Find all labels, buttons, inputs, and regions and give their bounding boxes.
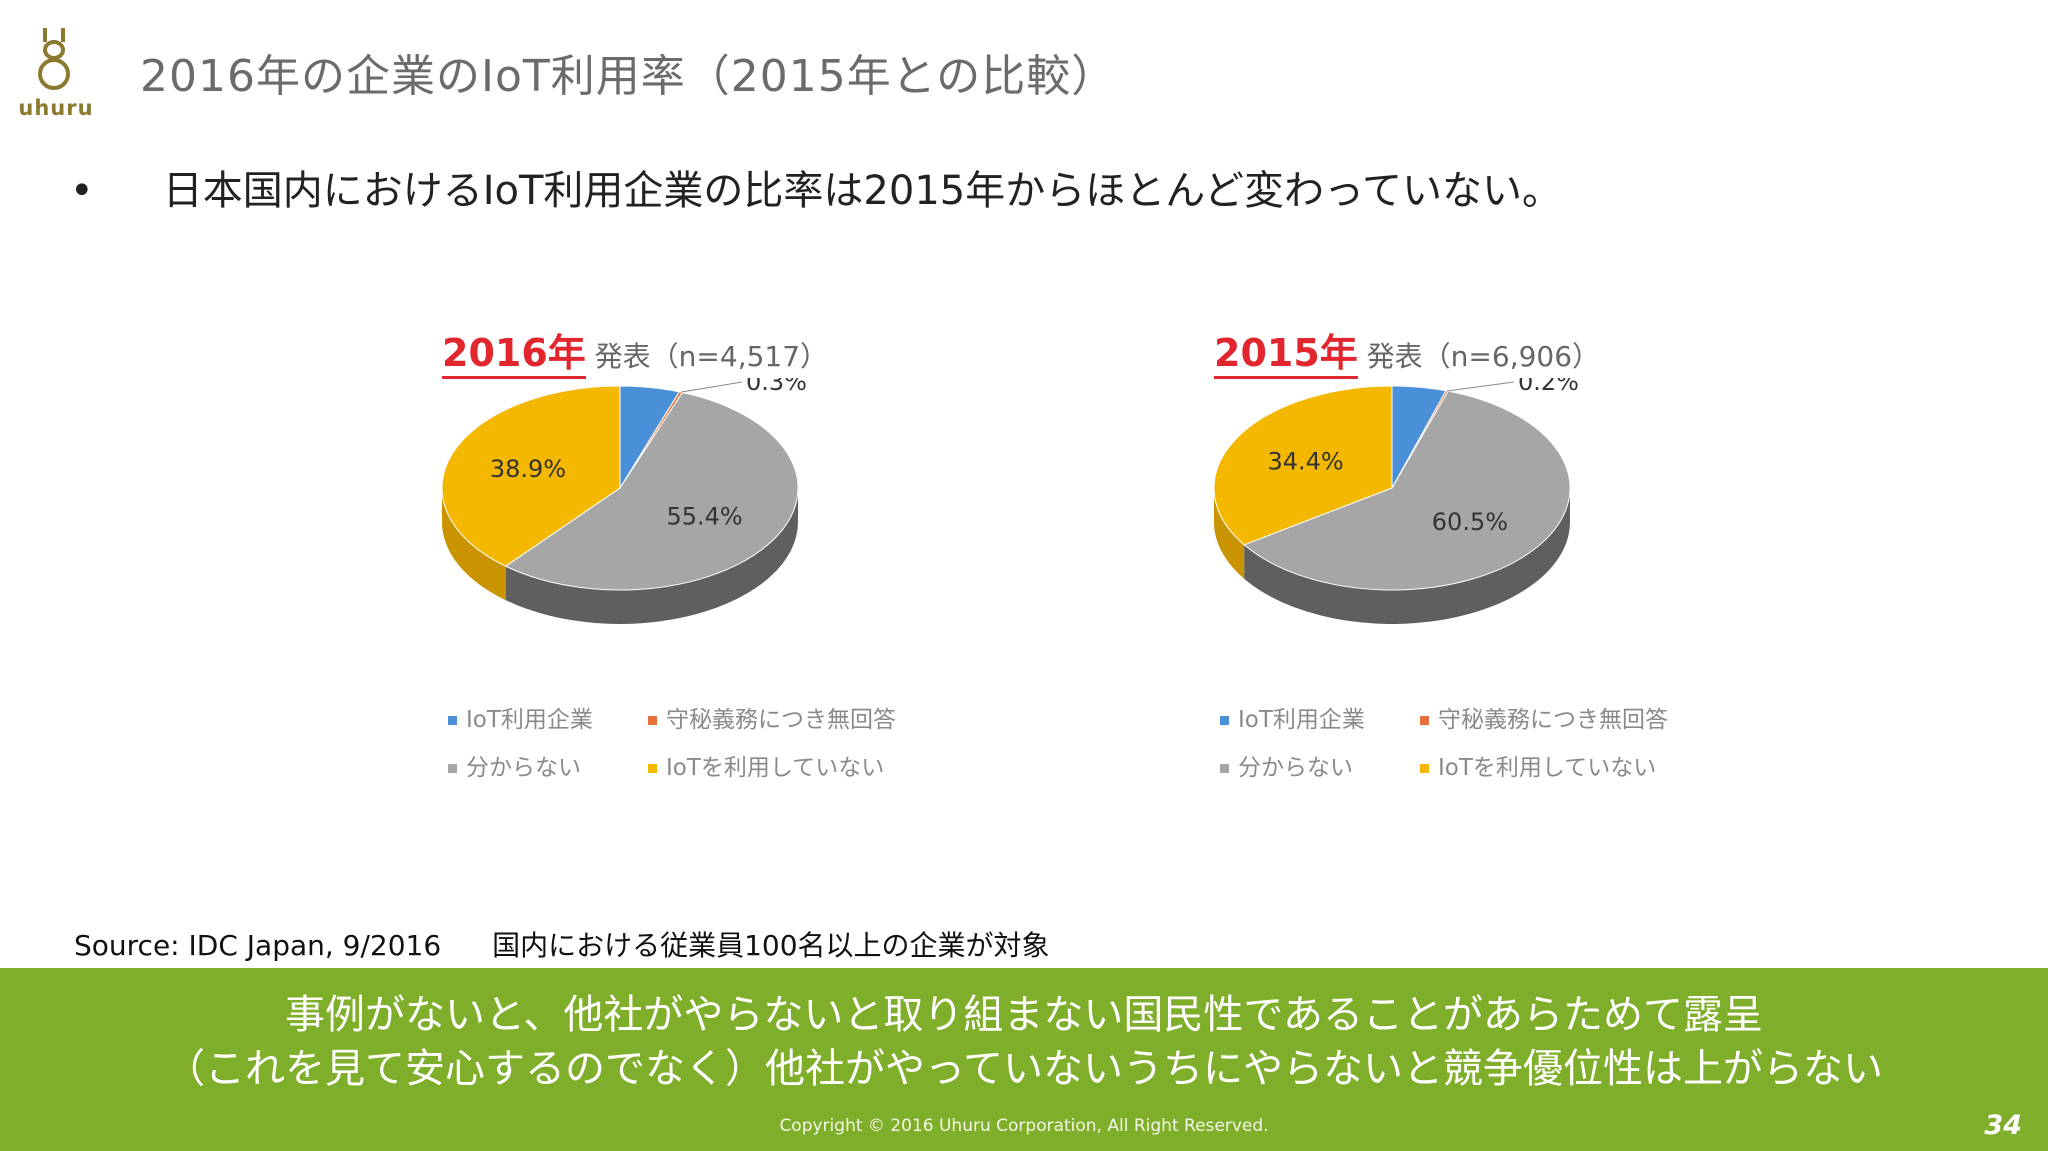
pie-side-unknown bbox=[505, 488, 798, 624]
bullet-text: 日本国内におけるIoT利用企業の比率は2015年からほとんど変わっていない。 bbox=[162, 168, 1563, 214]
pie-slice-unknown bbox=[1243, 390, 1571, 591]
data-label-unknown: 60.5% bbox=[1432, 508, 1508, 536]
data-label-no-answer: 0.3% bbox=[746, 378, 807, 396]
data-label-not-using: 38.9% bbox=[490, 455, 566, 483]
chart-title-2016: 2016年 発表（n=4,517） bbox=[442, 322, 829, 379]
pie-slice-unknown bbox=[504, 391, 799, 591]
data-label-unknown: 55.4% bbox=[666, 502, 742, 530]
chart-year-2015: 2015年 bbox=[1214, 331, 1358, 379]
copyright: Copyright © 2016 Uhuru Corporation, All … bbox=[779, 1116, 1269, 1136]
data-label-not-using: 34.4% bbox=[1267, 448, 1343, 476]
pie-slice-not-using bbox=[441, 385, 621, 567]
chart-title-rest-2015: 発表（n=6,906） bbox=[1366, 340, 1601, 373]
pie-side-unknown bbox=[1244, 488, 1570, 624]
pie-chart-2015: 4.9%0.2%60.5%34.4% bbox=[1213, 378, 1579, 624]
pie-chart-2015-panel: 2015年 発表（n=6,906） 4.9%0.2%60.5%34.4% IoT… bbox=[1208, 318, 1768, 798]
legend-item-no-answer: 守秘義務につき無回答 bbox=[1420, 700, 1668, 734]
chart-title-rest-2016: 発表（n=4,517） bbox=[594, 340, 829, 373]
logo-text: uhuru bbox=[18, 96, 94, 120]
legend-item-not-using: IoTを利用していない bbox=[1420, 748, 1656, 782]
pie-chart-2016-panel: 2016年 発表（n=4,517） 5.4%0.3%55.4%38.9% IoT… bbox=[436, 318, 996, 798]
page-number: 34 bbox=[1984, 1110, 2022, 1141]
pie-side-not-using bbox=[1214, 488, 1245, 579]
legend-item-unknown: 分からない bbox=[448, 748, 581, 782]
page-title: 2016年の企業のIoT利用率（2015年との比較） bbox=[140, 51, 1117, 102]
banner-line-1: 事例がないと、他社がやらないと取り組まない国民性であることがあらためて露呈 bbox=[285, 992, 1763, 1038]
legend-item-not-using: IoTを利用していない bbox=[648, 748, 884, 782]
uhuru-logo bbox=[14, 24, 94, 124]
source-scope-note: 国内における従業員100名以上の企業が対象 bbox=[492, 929, 1050, 962]
bullet-point: • 日本国内におけるIoT利用企業の比率は2015年からほとんど変わっていない。 bbox=[70, 158, 1562, 216]
bullet-marker: • bbox=[70, 168, 94, 214]
leader-line-no-answer bbox=[1446, 381, 1515, 392]
data-label-no-answer: 0.2% bbox=[1518, 378, 1579, 396]
uhuru-logo-icon bbox=[38, 28, 70, 90]
source-text: Source: IDC Japan, 9/2016 bbox=[74, 929, 442, 962]
legend-item-iot-users: IoT利用企業 bbox=[1220, 700, 1365, 734]
legend-item-no-answer: 守秘義務につき無回答 bbox=[648, 700, 896, 734]
banner-line-2: （これを見て安心するのでなく）他社がやっていないうちにやらないと競争優位性は上が… bbox=[165, 1046, 1883, 1092]
pie-slice-not-using bbox=[1213, 385, 1393, 546]
pie-chart-2016: 5.4%0.3%55.4%38.9% bbox=[441, 378, 807, 624]
pie-side-not-using bbox=[442, 488, 506, 601]
chart-title-2015: 2015年 発表（n=6,906） bbox=[1214, 322, 1601, 379]
conclusion-banner: 事例がないと、他社がやらないと取り組まない国民性であることがあらためて露呈 （こ… bbox=[0, 968, 2048, 1151]
source-note: Source: IDC Japan, 9/2016 国内における従業員100名以… bbox=[74, 924, 1050, 964]
legend-item-iot-users: IoT利用企業 bbox=[448, 700, 593, 734]
chart-year-2016: 2016年 bbox=[442, 331, 586, 379]
leader-line-no-answer bbox=[680, 381, 743, 393]
legend-item-unknown: 分からない bbox=[1220, 748, 1353, 782]
